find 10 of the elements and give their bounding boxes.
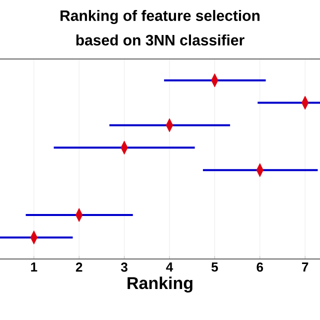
chart-subtitle: based on 3NN classifier [76,34,244,46]
x-tick-label: 2 [76,262,82,272]
x-tick-label: 7 [302,262,308,272]
chart-title: Ranking of feature selection [60,10,260,24]
x-tick-label: 5 [211,262,218,272]
x-tick-label: 4 [166,262,174,272]
x-tick-label: 3 [120,262,128,272]
x-tick-label: 6 [256,262,264,272]
x-axis-title: Ranking [128,276,192,293]
x-tick-label: 1 [31,262,38,272]
